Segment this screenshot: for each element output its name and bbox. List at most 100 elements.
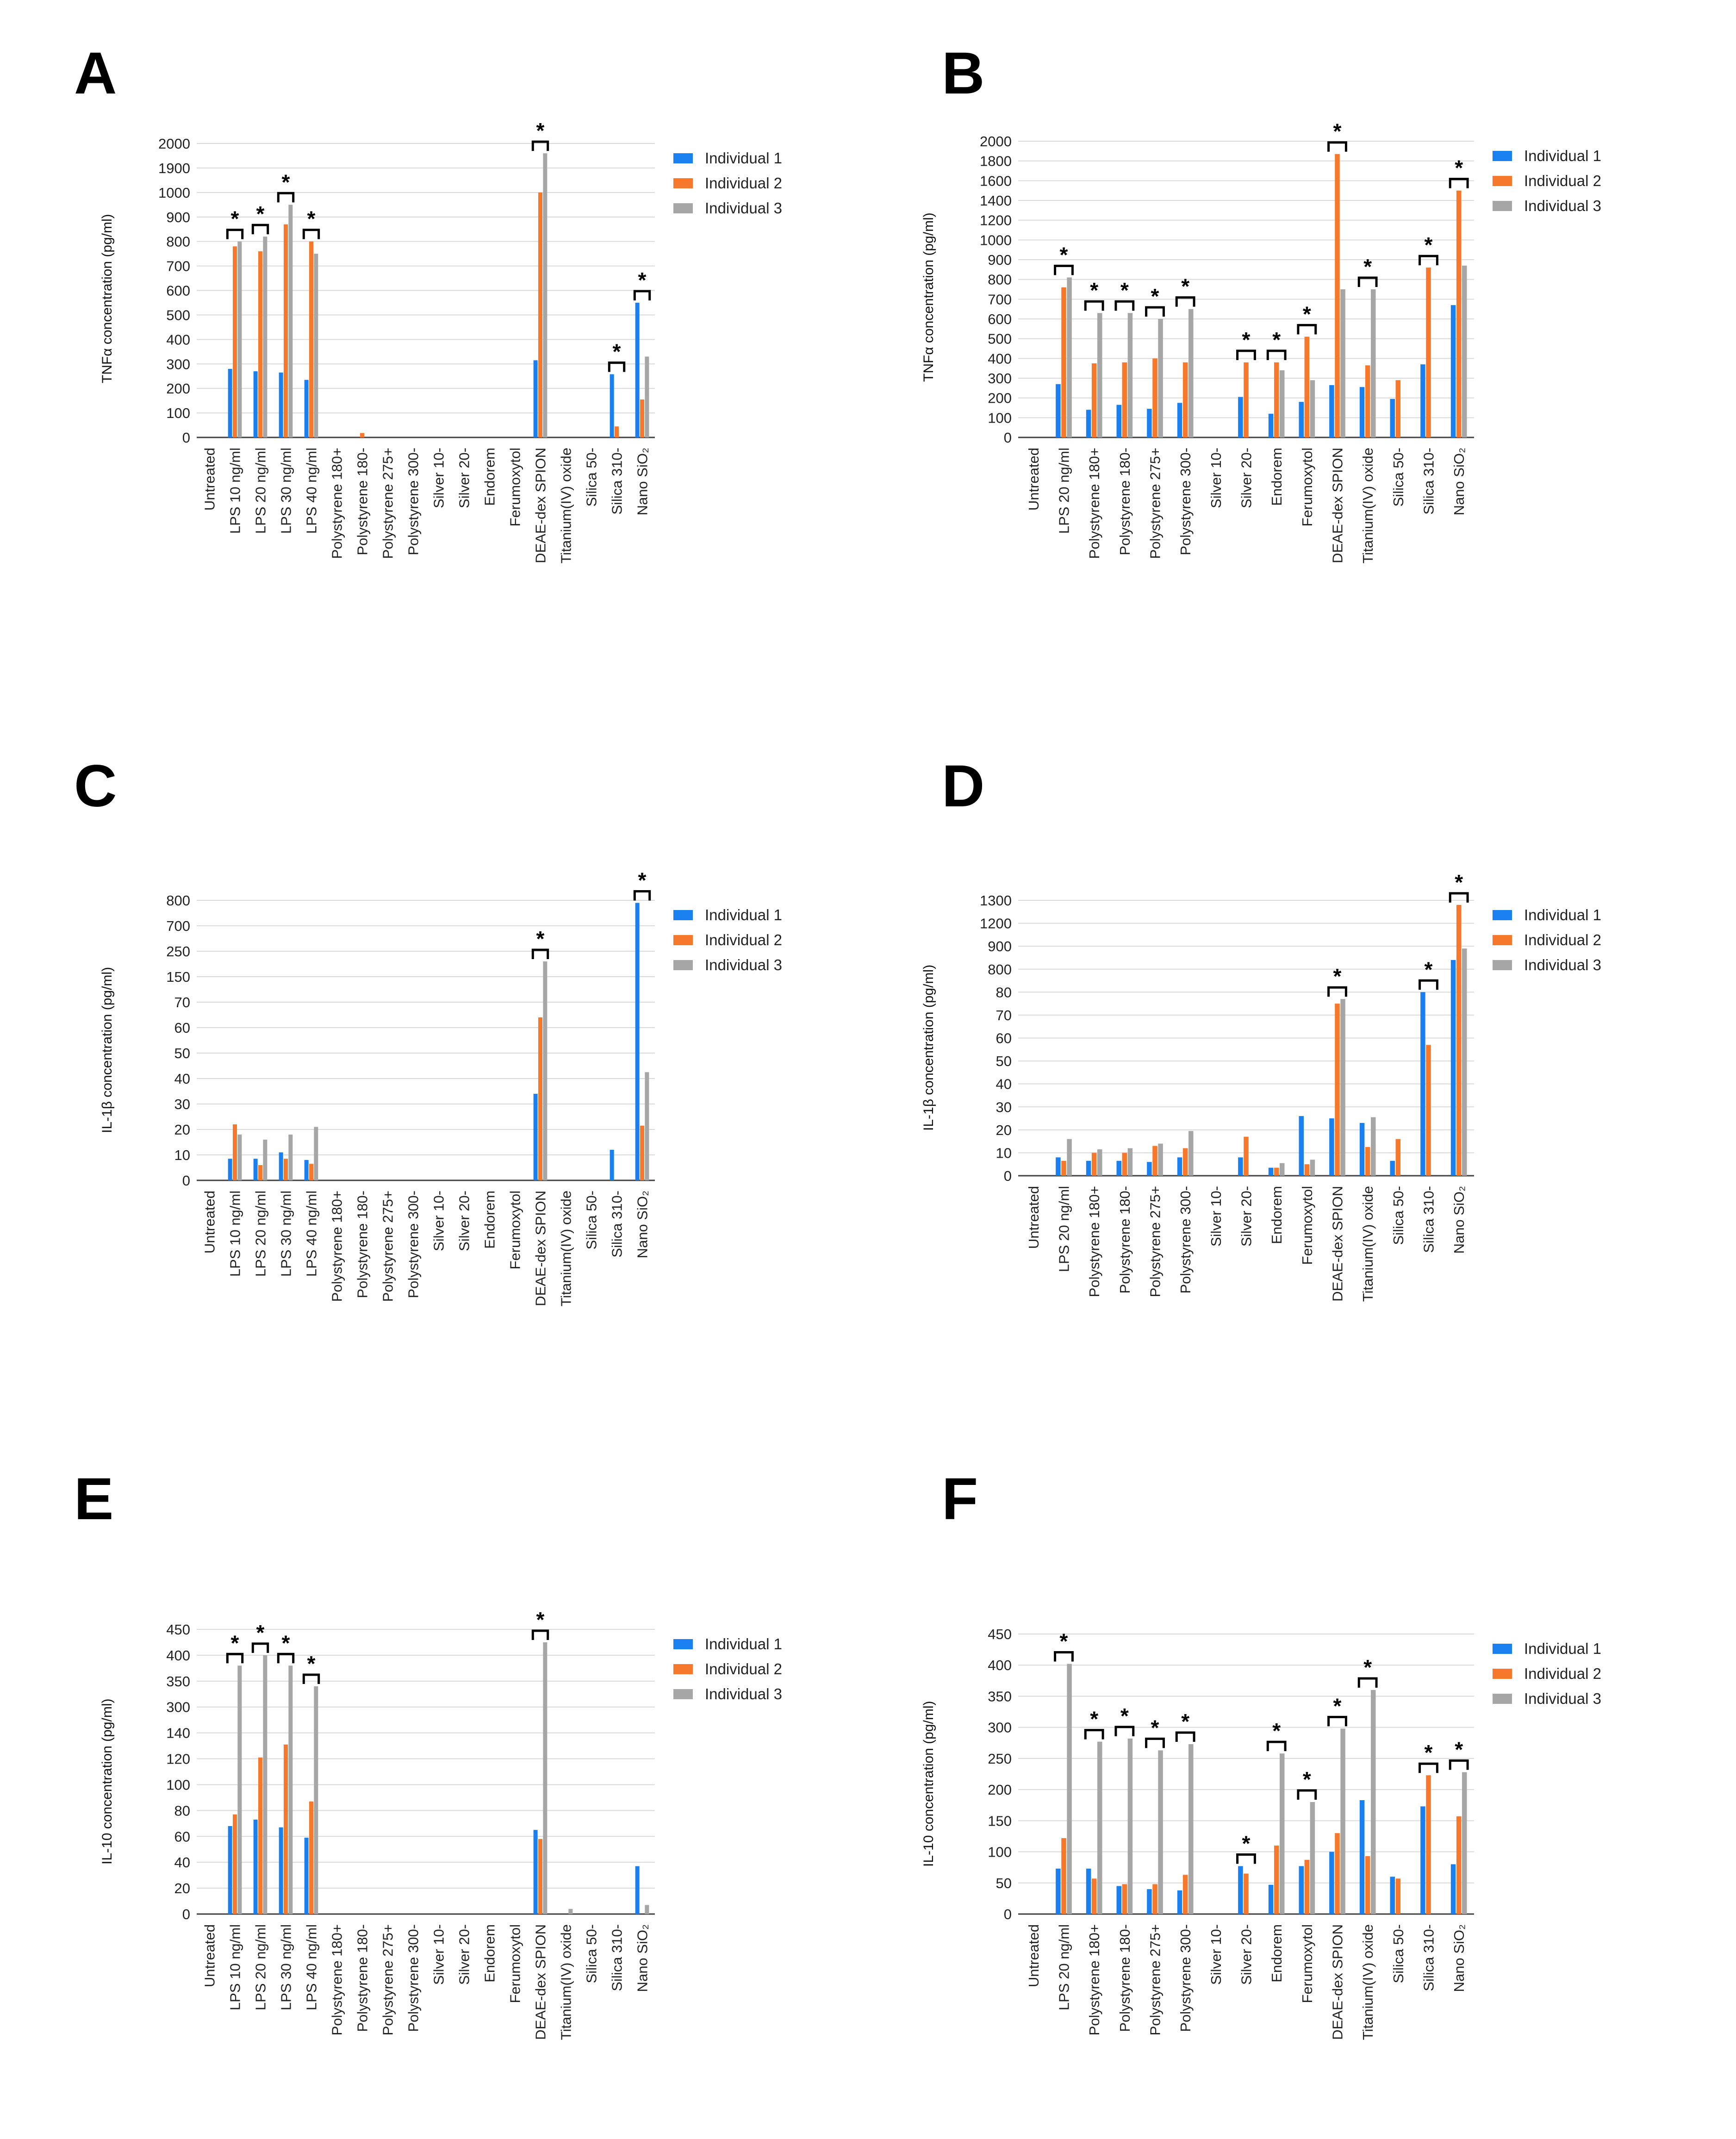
y-tick-label: 20 (996, 1122, 1012, 1138)
bar (263, 1655, 268, 1914)
bar (1158, 1143, 1163, 1176)
x-tick-label: LPS 40 ng/ml (304, 1924, 320, 2010)
significance-bracket (302, 1673, 320, 1684)
significance-star: * (638, 868, 647, 892)
bar (1456, 190, 1462, 438)
y-tick-label: 100 (988, 1844, 1012, 1860)
legend: Individual 1 Individual 2 Individual 3 (1493, 903, 1601, 978)
y-tick-label: 10 (174, 1147, 190, 1163)
y-tick-label: 600 (988, 311, 1012, 327)
bar (1390, 1877, 1395, 1914)
y-tick-label: 50 (174, 1045, 190, 1061)
x-tick-label: Silver 10- (1208, 448, 1224, 508)
bar (1061, 1160, 1066, 1176)
y-tick-label: 30 (996, 1099, 1012, 1115)
bar (1152, 1146, 1157, 1176)
legend-label: Individual 1 (1524, 906, 1601, 923)
bar-chart: 0 20 40 60 80 100 120 140 300 350 400 450 Untreated L… (166, 1608, 655, 2040)
bar (610, 1150, 614, 1180)
y-tick-label: 20 (174, 1880, 190, 1896)
y-axis-label: IL-1β concentration (pg/ml) (921, 964, 936, 1131)
legend: Individual 1 Individual 2 Individual 3 (1493, 143, 1601, 218)
bar (1335, 1833, 1340, 1914)
bar (1056, 1157, 1061, 1176)
x-tick-label: Titanium(IV) oxide (1360, 448, 1376, 563)
y-tick-label: 900 (166, 209, 190, 225)
x-tick-label: Untreated (202, 448, 218, 511)
significance-bracket (226, 229, 244, 239)
legend-item: Individual 1 (1493, 903, 1601, 928)
bar (635, 302, 640, 437)
bar (284, 1159, 288, 1180)
y-tick-label: 200 (988, 1782, 1012, 1798)
y-tick-label: 70 (174, 994, 190, 1010)
x-tick-label: Polystyrene 180+ (329, 1191, 345, 1302)
bar (1091, 1878, 1097, 1914)
significance-bracket (1419, 255, 1438, 266)
y-tick-label: 1200 (980, 212, 1012, 229)
legend-label: Individual 2 (705, 1660, 782, 1678)
bar (1244, 1873, 1249, 1914)
legend-swatch (673, 203, 693, 213)
significance-bracket (1054, 1651, 1074, 1662)
x-tick-label: Polystyrene 180- (355, 1191, 371, 1298)
bar (1147, 1162, 1152, 1176)
legend-label: Individual 2 (705, 931, 782, 948)
significance-star: * (1455, 1737, 1463, 1761)
y-tick-label: 0 (182, 430, 190, 446)
x-tick-label: DEAE-dex SPION (1330, 1186, 1346, 1302)
x-tick-label: Untreated (1026, 1924, 1042, 1987)
y-axis-label: IL-1β concentration (pg/ml) (100, 967, 115, 1133)
x-tick-label: LPS 30 ng/ml (278, 1924, 294, 2010)
y-tick-label: 250 (988, 1751, 1012, 1767)
significance-bracket (531, 1629, 549, 1640)
y-tick-label: 400 (988, 350, 1012, 367)
bar (258, 1165, 262, 1180)
bar (1116, 1160, 1122, 1176)
legend: Individual 1 Individual 2 Individual 3 (673, 903, 782, 978)
significance-star: * (1333, 1694, 1342, 1718)
x-tick-label: Polystyrene 275+ (1147, 448, 1164, 559)
x-tick-label: Silica 310- (1421, 448, 1437, 515)
bar (237, 1665, 242, 1914)
chart-panel-b: B 0 100 200 300 400 500 600 700 800 900 1000 1200 140… (868, 0, 1736, 713)
y-tick-label: 250 (166, 943, 190, 960)
bar (1086, 1160, 1091, 1176)
y-axis-label: IL-10 concentration (pg/ml) (100, 1698, 115, 1865)
y-tick-label: 100 (166, 405, 190, 421)
bar (1310, 380, 1315, 437)
y-tick-label: 300 (166, 1699, 190, 1715)
legend-label: Individual 3 (1524, 197, 1601, 214)
significance-bracket (277, 1653, 295, 1664)
bar (1304, 1164, 1310, 1176)
legend-label: Individual 2 (1524, 172, 1601, 189)
bar (1299, 1116, 1304, 1176)
bar-chart: 0 100 200 300 400 500 600 700 800 900 1000 1200 1400… (980, 119, 1474, 563)
legend-item: Individual 2 (673, 928, 782, 953)
bar (1188, 1131, 1194, 1176)
bar (1086, 1868, 1091, 1914)
bar (1097, 313, 1102, 437)
bar-chart: 0 10 20 30 40 50 60 70 80 800 900 1200 1300 Untreated… (980, 870, 1474, 1302)
bar (635, 903, 640, 1180)
y-tick-label: 0 (1004, 430, 1012, 446)
legend-swatch (1493, 910, 1512, 920)
x-tick-label: Polystyrene 180+ (1086, 448, 1102, 559)
x-tick-label: Silica 50- (584, 1924, 600, 1983)
significance-star: * (1455, 156, 1463, 180)
x-tick-label: LPS 40 ng/ml (304, 448, 320, 534)
y-tick-label: 450 (988, 1626, 1012, 1642)
x-tick-label: Polystyrene 300- (1177, 1924, 1194, 2032)
legend-swatch (673, 910, 693, 920)
x-tick-label: Polystyrene 180- (1117, 1924, 1133, 2032)
bar (1122, 362, 1127, 437)
x-tick-label: Silver 20- (1238, 448, 1255, 508)
panel-label: D (942, 753, 985, 819)
y-tick-label: 30 (174, 1096, 190, 1112)
x-tick-label: Polystyrene 180- (1117, 1186, 1133, 1294)
bar (1268, 413, 1274, 437)
significance-bracket (1297, 324, 1317, 335)
x-tick-label: Endorem (1269, 1186, 1285, 1244)
y-axis-label: TNFα concentration (pg/ml) (921, 212, 936, 382)
x-tick-label: Ferumoxytol (507, 1191, 523, 1270)
